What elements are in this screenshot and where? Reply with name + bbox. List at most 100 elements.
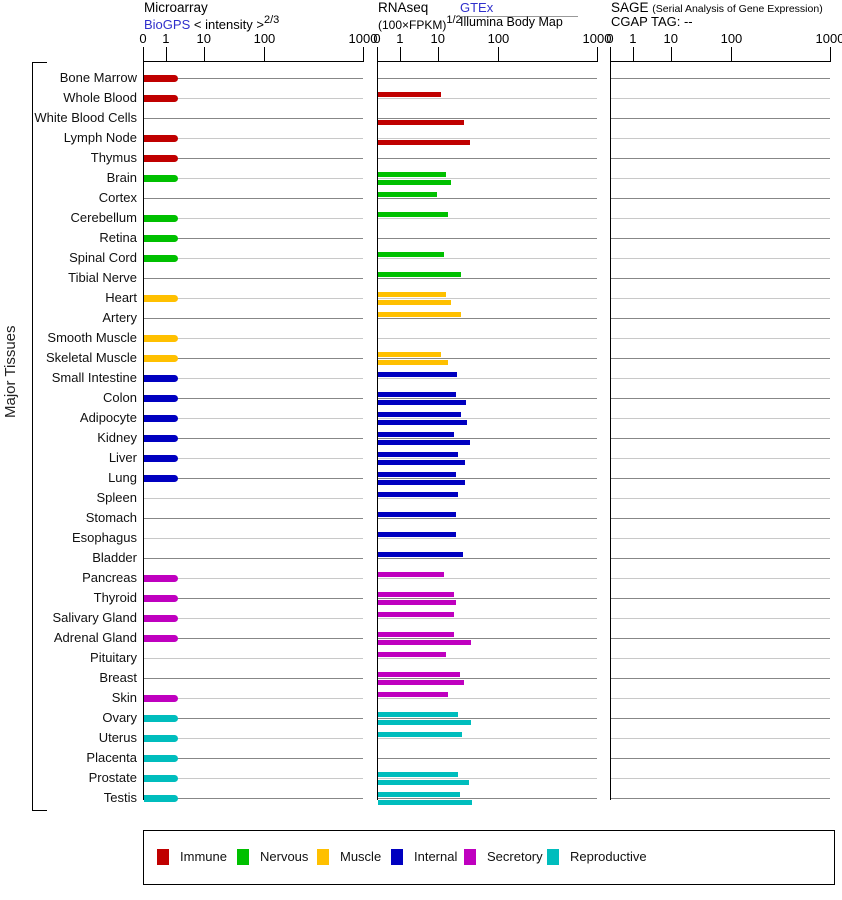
microarray-bar-reproductive <box>144 715 179 722</box>
row-gridline <box>144 198 363 199</box>
rnaseq-gtex-bar-muscle <box>378 352 442 357</box>
microarray-bar-secretory <box>144 635 179 642</box>
rnaseq-illumina-bar-reproductive <box>378 780 470 785</box>
rnaseq-plot <box>377 61 598 805</box>
row-gridline <box>144 438 363 439</box>
axis-tick <box>670 47 672 61</box>
row-gridline <box>378 438 597 439</box>
rnaseq-illumina-bar-internal <box>378 420 467 425</box>
axis-tick-label: 1 <box>162 31 170 46</box>
row-gridline <box>611 618 830 619</box>
biogps-link[interactable]: BioGPS <box>144 17 191 32</box>
rnaseq-gtex-bar-nervous <box>378 212 448 217</box>
tissue-row-label: Placenta <box>86 750 137 765</box>
row-gridline <box>611 518 830 519</box>
nervous-color-swatch <box>237 849 249 865</box>
row-gridline <box>611 578 830 579</box>
row-gridline <box>144 78 363 79</box>
row-gridline <box>144 478 363 479</box>
row-gridline <box>378 398 597 399</box>
microarray-title: Microarray <box>144 0 208 15</box>
microarray-bar-immune <box>144 75 179 82</box>
row-gridline <box>611 78 830 79</box>
row-gridline <box>378 198 597 199</box>
microarray-bar-reproductive <box>144 735 179 742</box>
axis-tick-label: 0 <box>606 31 614 46</box>
microarray-bar-secretory <box>144 595 179 602</box>
row-gridline <box>611 738 830 739</box>
row-gridline <box>611 498 830 499</box>
row-gridline <box>144 678 363 679</box>
row-gridline <box>611 98 830 99</box>
rnaseq-gtex-bar-secretory <box>378 612 455 617</box>
row-gridline <box>611 138 830 139</box>
microarray-bar-nervous <box>144 255 179 262</box>
row-gridline <box>611 298 830 299</box>
row-gridline <box>144 618 363 619</box>
legend-label: Reproductive <box>570 849 647 864</box>
row-gridline <box>611 378 830 379</box>
row-gridline <box>144 518 363 519</box>
legend-label: Secretory <box>487 849 543 864</box>
tissue-row-label: Testis <box>103 790 137 805</box>
rnaseq-gtex-bar-muscle <box>378 292 446 297</box>
microarray-bar-nervous <box>144 215 179 222</box>
row-gridline <box>378 358 597 359</box>
row-gridline <box>378 518 597 519</box>
row-gridline <box>144 338 363 339</box>
row-gridline <box>611 458 830 459</box>
rnaseq-illumina-bar-immune <box>378 120 464 125</box>
rnaseq-gtex-bar-secretory <box>378 572 444 577</box>
axis-tick-label: 1000 <box>815 31 842 46</box>
rnaseq-gtex-bar-nervous <box>378 192 437 197</box>
microarray-bar-reproductive <box>144 795 179 802</box>
row-gridline <box>378 478 597 479</box>
row-gridline <box>611 118 830 119</box>
rnaseq-exponent: 1/2 <box>446 14 462 26</box>
tissue-row-label: Cerebellum <box>70 210 137 225</box>
row-gridline <box>611 318 830 319</box>
rnaseq-gtex-bar-secretory <box>378 592 455 597</box>
row-gridline <box>144 258 363 259</box>
microarray-bar-immune <box>144 95 179 102</box>
legend-label: Internal <box>414 849 458 864</box>
rnaseq-gtex-bar-reproductive <box>378 772 459 777</box>
row-gridline <box>611 198 830 199</box>
tissue-row-label: Liver <box>108 450 137 465</box>
axis-tick <box>399 47 401 61</box>
tissue-row-label: Ovary <box>102 710 137 725</box>
axis-tick <box>596 47 598 61</box>
row-gridline <box>378 458 597 459</box>
tissue-row-label: Skin <box>111 690 137 705</box>
rnaseq-illumina-bar-muscle <box>378 360 448 365</box>
rnaseq-gtex-bar-nervous <box>378 172 446 177</box>
row-gridline <box>611 218 830 219</box>
tissue-row-label: Bone Marrow <box>59 70 137 85</box>
row-gridline <box>378 218 597 219</box>
axis-tick-label: 0 <box>139 31 147 46</box>
row-gridline <box>144 558 363 559</box>
tissue-row-label: Spleen <box>96 490 137 505</box>
row-gridline <box>611 398 830 399</box>
tissue-row-label: Thymus <box>90 150 137 165</box>
row-gridline <box>144 318 363 319</box>
rnaseq-illumina-bar-reproductive <box>378 800 472 805</box>
microarray-bar-immune <box>144 155 179 162</box>
row-gridline <box>611 678 830 679</box>
tissue-row-label: Retina <box>99 230 137 245</box>
legend-label: Nervous <box>260 849 309 864</box>
row-gridline <box>144 358 363 359</box>
row-gridline <box>611 158 830 159</box>
sage-tag-line: CGAP TAG: -- <box>611 14 693 29</box>
gtex-link[interactable]: GTEx <box>460 0 494 15</box>
row-gridline <box>611 258 830 259</box>
microarray-bar-muscle <box>144 355 179 362</box>
row-gridline <box>144 778 363 779</box>
tissue-row-label: White Blood Cells <box>34 110 137 125</box>
rnaseq-gtex-bar-internal <box>378 372 457 377</box>
row-gridline <box>611 418 830 419</box>
secretory-color-swatch <box>464 849 476 865</box>
axis-tick <box>731 47 733 61</box>
axis-tick <box>143 47 144 61</box>
axis-tick-label: 100 <box>487 31 510 46</box>
